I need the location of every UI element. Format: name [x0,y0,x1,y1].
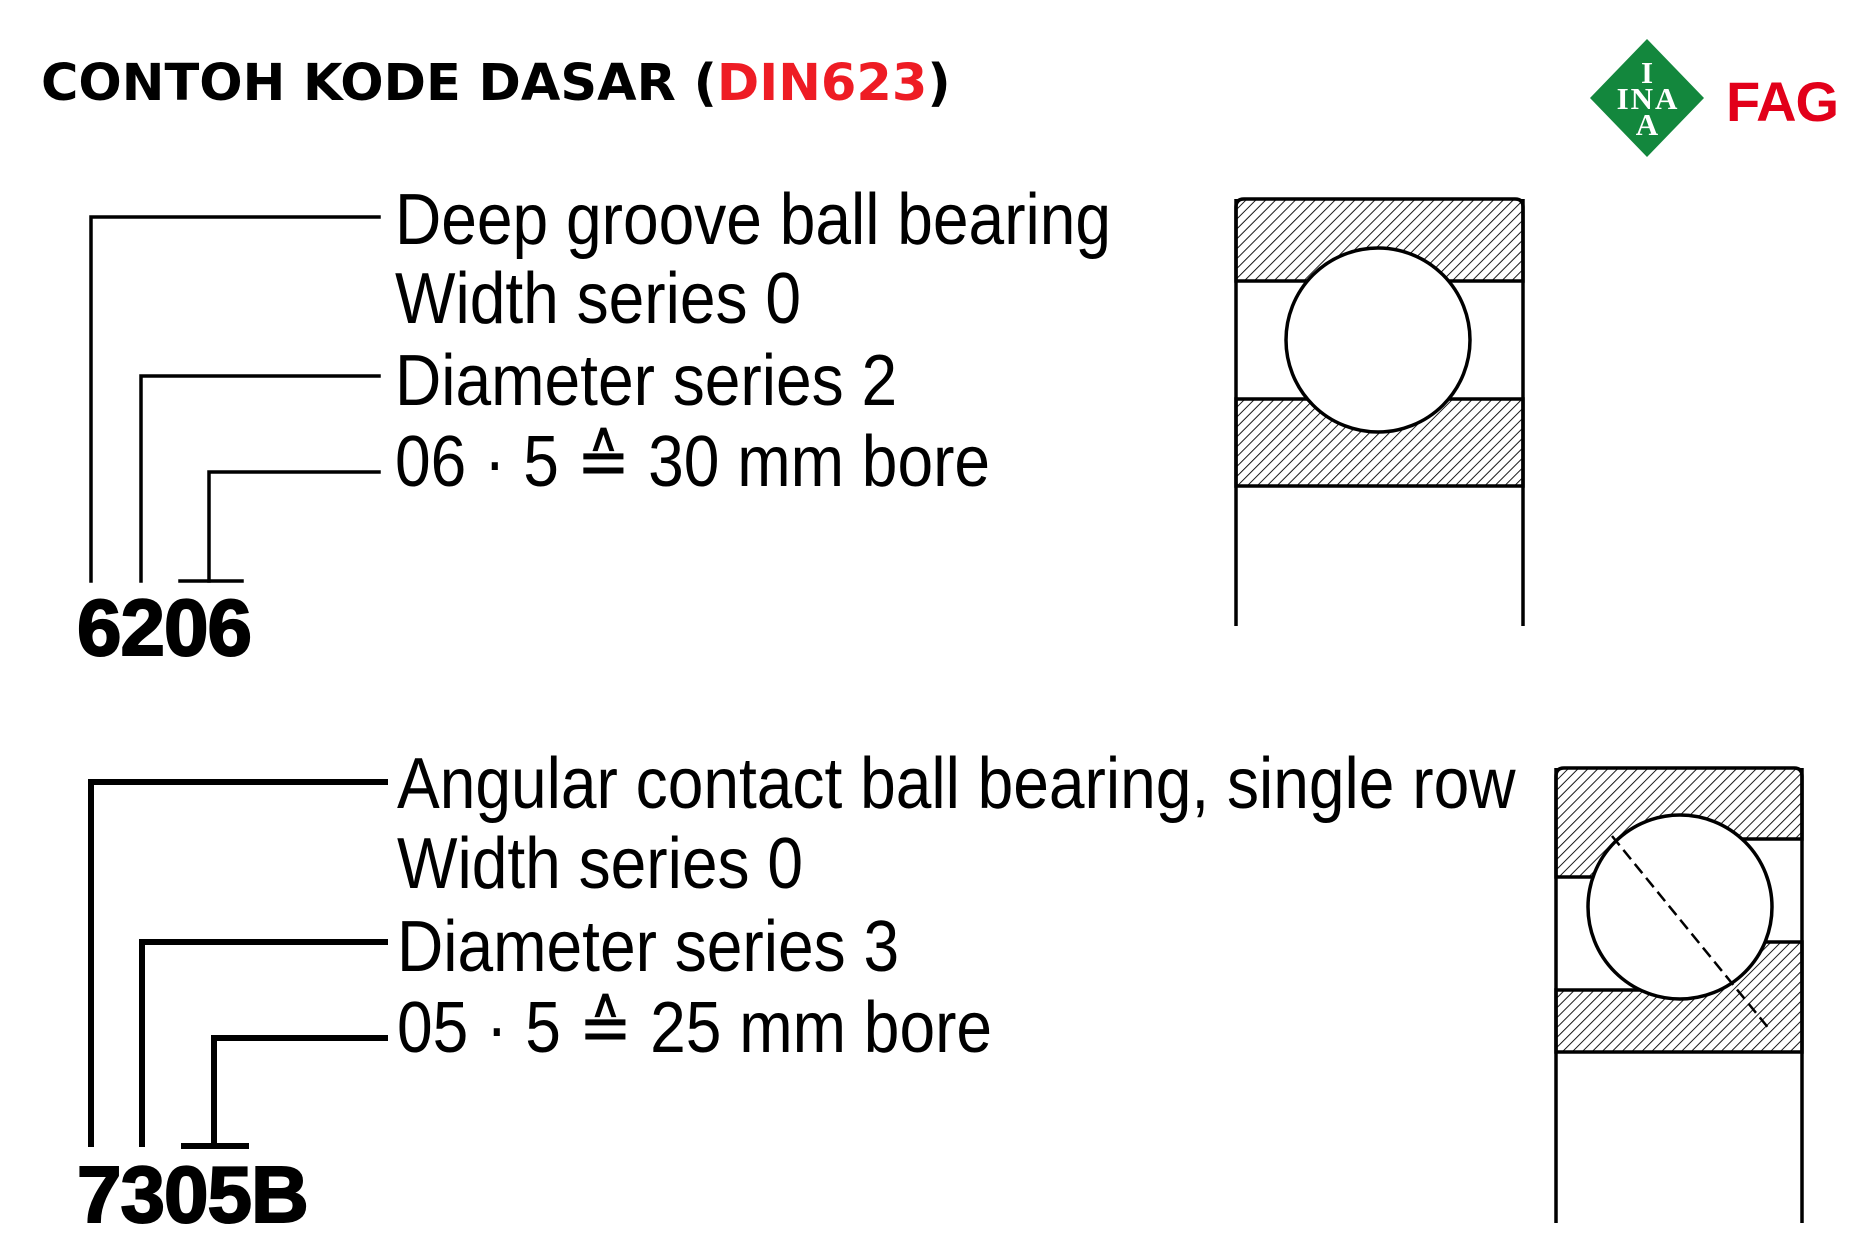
contact-angle-line [1611,835,1771,1031]
bearing-code: 7305B [76,1150,310,1239]
title-prefix: CONTOH KODE DASAR ( [41,54,717,113]
leader-lines-example-2 [88,779,388,1149]
ina-logo-letter-bottom: A [1636,107,1659,142]
ball [1284,246,1472,434]
ina-logo: I INA A [1590,39,1704,157]
title-suffix: ) [927,54,951,113]
leader-bearing-type [88,779,388,1147]
leader-diameter-series [139,939,388,1147]
leader-bearing-type [89,215,381,583]
desc-width-series: Width series 0 [395,259,801,339]
ina-logo-letter-top: I [1641,55,1653,90]
leader-diameter-series [139,374,381,583]
deep-groove-ball-bearing-cross-section [1234,197,1525,626]
desc-width-series: Width series 0 [397,824,803,904]
desc-diameter-series: Diameter series 3 [397,907,900,987]
desc-bore: 05 · 5 ≙ 25 mm bore [397,988,993,1068]
fag-logo: FAG [1726,70,1839,133]
bearing-code: 6206 [76,583,253,672]
desc-bore: 06 · 5 ≙ 30 mm bore [395,422,991,502]
page-title: CONTOH KODE DASAR (DIN623) [41,58,951,109]
desc-bearing-type: Angular contact ball bearing, single row [397,744,1516,824]
leader-bore [211,1035,388,1149]
ball [1586,813,1774,1001]
title-highlight-standard: DIN623 [716,54,928,113]
leader-lines-example-1 [89,215,381,583]
desc-bearing-type: Deep groove ball bearing [395,180,1112,260]
desc-diameter-series: Diameter series 2 [395,341,898,421]
leader-bore [207,470,381,583]
ina-logo-diamond [1590,39,1704,157]
angular-contact-ball-bearing-cross-section [1554,766,1804,1223]
ina-logo-letters-middle: INA [1617,81,1680,116]
